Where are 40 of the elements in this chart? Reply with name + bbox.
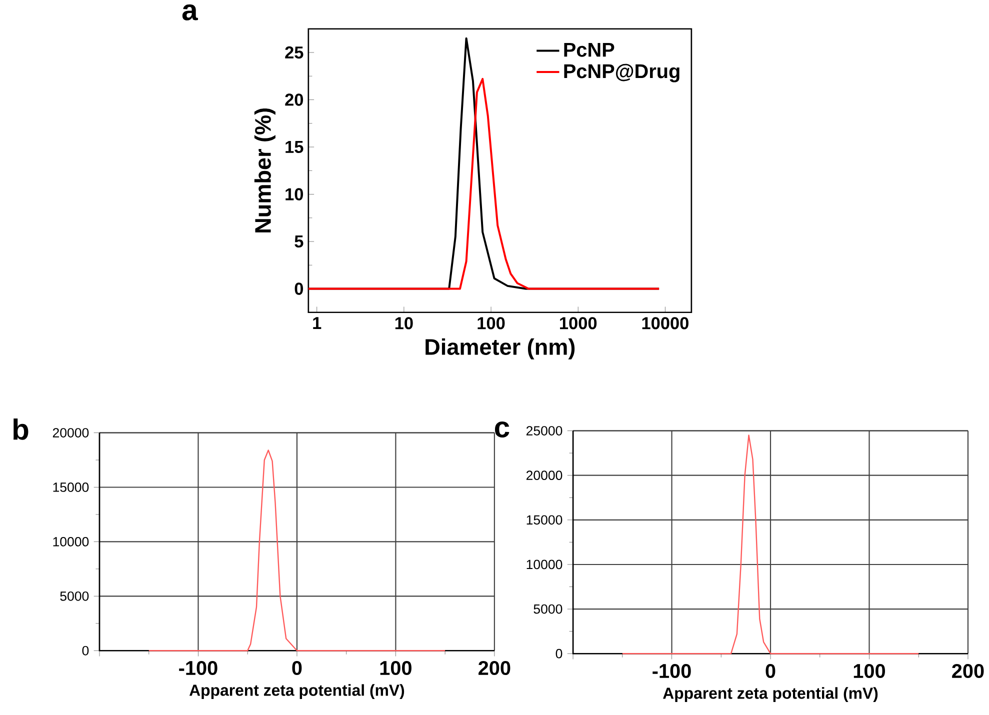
y-tick-label: 5 [294, 235, 304, 248]
y-tick-label: 15000 [53, 482, 89, 492]
line-series [622, 434, 920, 654]
legend-label: PcNP [564, 42, 614, 57]
x-axis-title: Apparent zeta potential (mV) [663, 687, 878, 702]
chart-title: a [182, 4, 198, 20]
y-tick-label: 25000 [526, 426, 562, 436]
x-axis-title: Diameter (nm) [426, 338, 575, 360]
x-tick-label: 1 [313, 316, 322, 329]
x-tick-label: 100 [478, 316, 505, 330]
y-tick-label: 20000 [526, 470, 562, 480]
y-tick-label: 10000 [53, 536, 89, 546]
y-tick-label: 20000 [52, 428, 89, 438]
line-series [148, 449, 446, 652]
y-tick-label: 15000 [526, 515, 562, 524]
y-tick-label: 25 [285, 46, 304, 58]
y-tick-label: 0 [82, 646, 89, 656]
y-tick-label: 5000 [534, 604, 562, 614]
x-tick-label: -100 [179, 660, 218, 675]
chart-title: b [14, 418, 28, 440]
x-tick-label: -100 [652, 664, 691, 678]
y-tick-label: 20 [285, 93, 304, 106]
y-tick-label: 10 [286, 188, 304, 200]
y-axis-title: Number (%) [254, 108, 276, 232]
x-tick-label: 10 [395, 316, 413, 330]
x-tick-label: 100 [854, 664, 886, 678]
x-axis-title: Apparent zeta potential (mV) [189, 684, 404, 699]
chart-title: c [494, 421, 510, 438]
y-tick-label: 0 [294, 282, 304, 295]
y-tick-label: 0 [556, 648, 562, 658]
x-tick-label: 10000 [642, 316, 688, 330]
x-tick-label: 200 [478, 660, 510, 675]
x-tick-label: 100 [380, 660, 412, 675]
y-tick-label: 5000 [60, 591, 89, 601]
x-tick-label: 200 [952, 664, 984, 678]
x-tick-label: 1000 [560, 316, 597, 330]
x-tick-label: 0 [766, 664, 776, 678]
legend-label: PcNP@Drug [564, 64, 680, 82]
y-tick-label: 10000 [526, 560, 562, 570]
y-tick-label: 15 [286, 140, 304, 153]
